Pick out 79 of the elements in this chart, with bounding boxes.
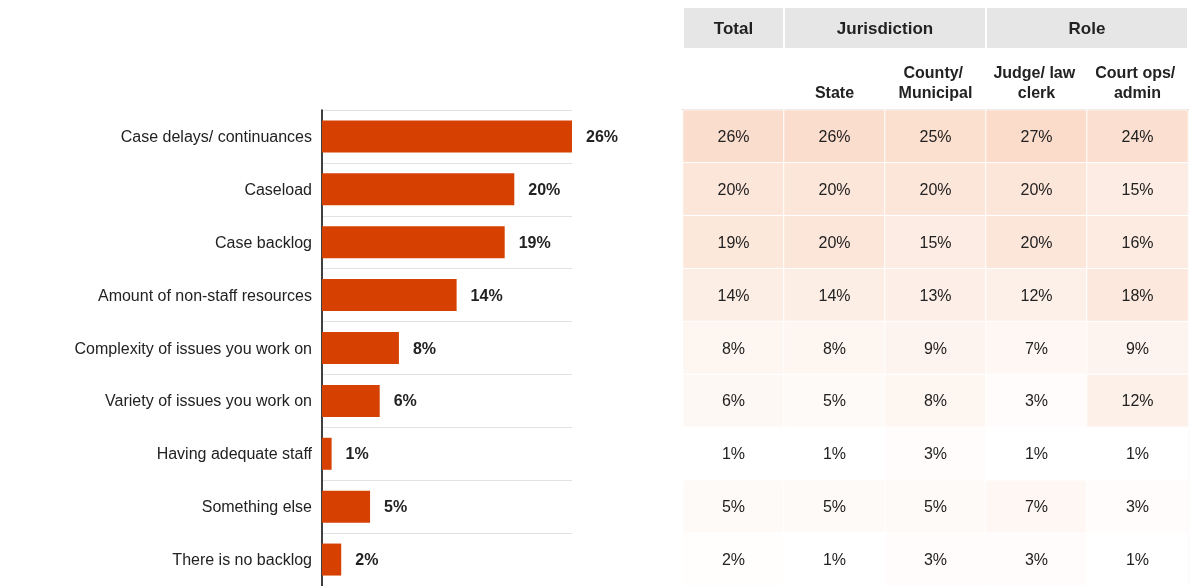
data-label: 9% — [923, 339, 948, 357]
y-tick-label: Variety of issues you work on — [105, 392, 312, 410]
data-label: 24% — [1121, 127, 1154, 145]
data-label: 3% — [923, 445, 948, 463]
data-label: 3% — [1024, 551, 1049, 569]
y-tick-label: Complexity of issues you work on — [74, 339, 312, 357]
data-label: 26% — [717, 127, 750, 145]
x-tick-label: State — [814, 83, 855, 101]
data-label: 7% — [1024, 498, 1049, 516]
data-label: 14% — [818, 286, 851, 304]
data-label: 1% — [822, 551, 847, 569]
data-label: 3% — [923, 551, 948, 569]
data-label: 14% — [717, 286, 750, 304]
y-tick-label: Caseload — [244, 180, 312, 198]
data-label: 15% — [1121, 180, 1154, 198]
x-tick-label: Court ops/ admin — [1095, 63, 1180, 101]
data-label: 20% — [717, 180, 750, 198]
data-label: 2% — [721, 551, 746, 569]
y-tick-label: Case delays/ continuances — [120, 127, 312, 145]
data-label: 1% — [721, 445, 746, 463]
data-label: 19% — [717, 233, 750, 251]
data-label: 12% — [1020, 286, 1053, 304]
data-label: 27% — [1020, 127, 1053, 145]
data-label: 6% — [721, 392, 746, 410]
data-label: 1% — [345, 445, 369, 463]
text: Jurisdiction — [836, 18, 934, 38]
y-tick-label: Case backlog — [215, 233, 312, 251]
data-label: 14% — [470, 286, 503, 304]
data-label: 20% — [528, 180, 561, 198]
data-label: 20% — [818, 180, 851, 198]
data-label: 15% — [919, 233, 952, 251]
data-label: 3% — [1024, 392, 1049, 410]
text: Role — [1068, 18, 1106, 38]
bar — [322, 120, 572, 153]
data-label: 1% — [1125, 551, 1150, 569]
data-label: 2% — [355, 551, 379, 569]
y-tick-label: Amount of non-staff resources — [97, 286, 312, 304]
data-label: 19% — [518, 233, 551, 251]
x-tick-label: Judge/ law clerk — [993, 63, 1080, 101]
text: Total — [713, 18, 754, 38]
data-label: 16% — [1121, 233, 1154, 251]
data-label: 20% — [818, 233, 851, 251]
data-label: 20% — [1020, 233, 1053, 251]
data-label: 9% — [1125, 339, 1150, 357]
data-label: 5% — [822, 392, 847, 410]
x-tick-label: County/ Municipal — [898, 63, 973, 101]
data-label: 18% — [1121, 286, 1154, 304]
bar — [322, 226, 505, 259]
data-label: 25% — [919, 127, 952, 145]
data-label: 8% — [822, 339, 847, 357]
data-label: 13% — [919, 286, 952, 304]
data-label: 5% — [923, 498, 948, 516]
y-tick-label: Having adequate staff — [156, 445, 313, 463]
data-label: 12% — [1121, 392, 1154, 410]
data-label: 7% — [1024, 339, 1049, 357]
data-label: 3% — [1125, 498, 1150, 516]
data-label: 6% — [393, 392, 417, 410]
bar — [322, 543, 342, 576]
data-label: 8% — [923, 392, 948, 410]
data-label: 26% — [586, 127, 619, 145]
data-label: 20% — [1020, 180, 1053, 198]
data-label: 20% — [919, 180, 952, 198]
data-label: 8% — [412, 339, 437, 357]
bar — [322, 279, 457, 312]
bar — [322, 332, 399, 364]
data-label: 5% — [822, 498, 847, 516]
data-label: 8% — [721, 339, 746, 357]
data-label: 1% — [1024, 445, 1049, 463]
bar — [322, 173, 515, 206]
data-label: 1% — [1125, 445, 1150, 463]
data-label: 26% — [818, 127, 851, 145]
data-label: 5% — [721, 498, 746, 516]
y-tick-label: Something else — [201, 498, 313, 516]
bar — [322, 384, 380, 417]
bar — [322, 490, 371, 523]
data-label: 5% — [384, 498, 408, 516]
data-label: 1% — [822, 445, 847, 463]
bar — [322, 437, 332, 470]
y-tick-label: There is no backlog — [172, 551, 312, 569]
